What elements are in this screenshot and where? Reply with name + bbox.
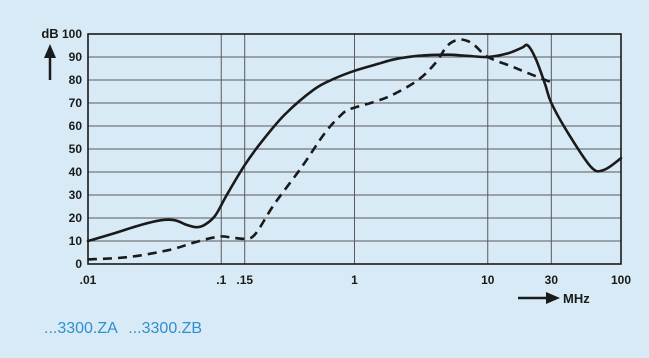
x-tick-label: 100 <box>611 273 631 287</box>
legend: ...3300.ZA ...3300.ZB <box>44 320 208 338</box>
y-axis-arrow-head <box>44 44 56 58</box>
y-tick-label: 10 <box>69 234 83 248</box>
x-tick-label: .1 <box>216 273 226 287</box>
y-tick-label: 20 <box>69 211 83 225</box>
x-tick-label: .01 <box>80 273 97 287</box>
y-tick-label: 90 <box>69 50 83 64</box>
x-axis-arrow-head <box>546 292 560 304</box>
y-tick-label: 50 <box>69 142 83 156</box>
y-tick-label: 40 <box>69 165 83 179</box>
x-tick-label: 1 <box>351 273 358 287</box>
y-axis-label: dB <box>41 26 58 41</box>
y-tick-label: 70 <box>69 96 83 110</box>
series-line-za <box>86 43 623 243</box>
x-tick-label: 30 <box>545 273 559 287</box>
chart-svg: 0 10 20 30 40 50 60 70 80 90 100 .01 .1 .15 1 10 30 100 dB… <box>41 26 631 306</box>
y-tick-label: 80 <box>69 73 83 87</box>
y-tick-label: 30 <box>69 188 83 202</box>
legend-entry-za: ...3300.ZA <box>44 320 118 337</box>
y-tick-label: 60 <box>69 119 83 133</box>
legend-entry-zb: ...3300.ZB <box>128 320 203 337</box>
x-tick-label: 10 <box>481 273 495 287</box>
y-tick-label: 0 <box>75 257 82 271</box>
plot-frame <box>87 33 622 265</box>
x-axis-label: MHz <box>563 291 590 306</box>
series-line-zb <box>87 38 552 261</box>
x-tick-label: .15 <box>236 273 253 287</box>
y-tick-label: 100 <box>62 27 82 41</box>
